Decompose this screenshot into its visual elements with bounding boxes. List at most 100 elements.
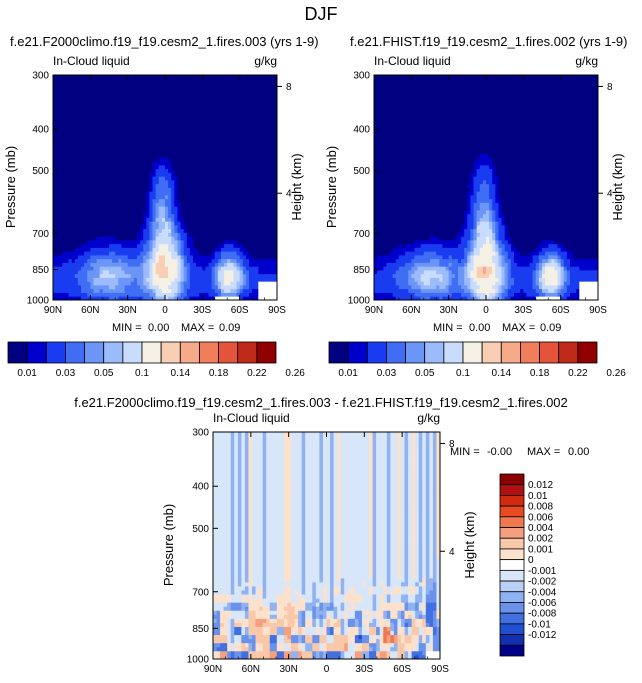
field-cell <box>264 157 269 162</box>
field-cell <box>398 202 403 207</box>
field-cell <box>99 105 104 110</box>
field-cell <box>140 225 144 230</box>
field-cell <box>383 281 387 286</box>
field-cell <box>189 262 194 267</box>
field-cell <box>255 112 259 117</box>
field-cell <box>255 225 259 230</box>
field-cell <box>137 217 141 222</box>
field-cell <box>87 258 91 263</box>
field-cell <box>249 213 253 218</box>
field-cell <box>264 180 269 185</box>
field-cell <box>202 288 206 293</box>
field-cell <box>105 112 110 117</box>
field-cell <box>161 206 166 211</box>
field-cell <box>386 255 390 260</box>
field-cell <box>239 90 244 95</box>
field-cell <box>112 202 116 207</box>
field-cell <box>68 288 73 293</box>
field-cell <box>264 247 269 252</box>
field-cell <box>398 75 403 80</box>
field-cell <box>118 202 122 207</box>
field-cell <box>374 138 378 143</box>
field-cell <box>180 157 185 162</box>
field-cell <box>112 183 116 188</box>
field-cell <box>183 146 188 151</box>
y2-tick-label: 4 <box>286 189 292 200</box>
field-cell <box>112 217 116 222</box>
field-cell <box>258 273 262 278</box>
field-cell <box>377 78 381 83</box>
field-cell <box>74 243 79 248</box>
field-cell <box>196 270 200 275</box>
field-cell <box>245 270 250 275</box>
field-cell <box>149 120 153 125</box>
field-cell <box>77 165 82 170</box>
field-cell <box>112 213 116 218</box>
field-cell <box>174 206 178 211</box>
field-cell <box>174 176 178 181</box>
field-cell <box>386 97 390 102</box>
field-cell <box>161 123 166 128</box>
field-cell <box>155 243 160 248</box>
field-cell <box>59 243 63 248</box>
field-cell <box>161 101 166 106</box>
field-cell <box>121 217 125 222</box>
field-cell <box>193 108 197 113</box>
field-cell <box>380 153 384 158</box>
field-cell <box>395 251 400 256</box>
field-cell <box>68 266 73 271</box>
field-cell <box>130 165 135 170</box>
field-cell <box>186 161 191 166</box>
y-tick-label: 700 <box>32 229 49 240</box>
field-cell <box>261 135 265 140</box>
field-cell <box>171 183 175 188</box>
field-cell <box>205 86 209 91</box>
field-cell <box>214 101 219 106</box>
field-cell <box>217 273 222 278</box>
field-cell <box>74 240 79 245</box>
field-cell <box>245 138 250 143</box>
field-cell <box>84 78 88 83</box>
field-cell <box>93 165 97 170</box>
field-cell <box>227 168 231 173</box>
field-cell <box>383 198 387 203</box>
field-cell <box>383 288 387 293</box>
field-cell <box>214 105 219 110</box>
field-cell <box>217 142 222 147</box>
field-cell <box>239 285 244 290</box>
field-cell <box>270 240 275 245</box>
field-cell <box>87 93 91 98</box>
field-cell <box>105 123 110 128</box>
field-cell <box>171 146 175 151</box>
field-cell <box>174 198 178 203</box>
field-cell <box>62 270 66 275</box>
field-cell <box>227 75 231 80</box>
field-cell <box>133 198 138 203</box>
field-cell <box>245 78 250 83</box>
field-cell <box>273 258 278 263</box>
field-cell <box>81 225 85 230</box>
field-cell <box>193 161 197 166</box>
field-cell <box>155 157 160 162</box>
field-cell <box>380 105 384 110</box>
field-cell <box>71 292 76 297</box>
field-cell <box>127 262 132 267</box>
field-cell <box>161 82 166 87</box>
field-cell <box>65 217 69 222</box>
field-cell <box>90 285 94 290</box>
field-cell <box>193 172 197 177</box>
colorbar-swatch <box>160 341 181 364</box>
field-cell <box>214 288 219 293</box>
field-cell <box>177 172 181 177</box>
field-cell <box>374 82 378 87</box>
field-cell <box>202 187 206 192</box>
field-cell <box>374 217 378 222</box>
field-cell <box>193 90 197 95</box>
field-cell <box>264 243 269 248</box>
field-cell <box>386 161 390 166</box>
field-cell <box>96 273 101 278</box>
field-cell <box>177 191 181 196</box>
field-cell <box>214 172 219 177</box>
field-cell <box>152 161 157 166</box>
field-cell <box>236 168 241 173</box>
